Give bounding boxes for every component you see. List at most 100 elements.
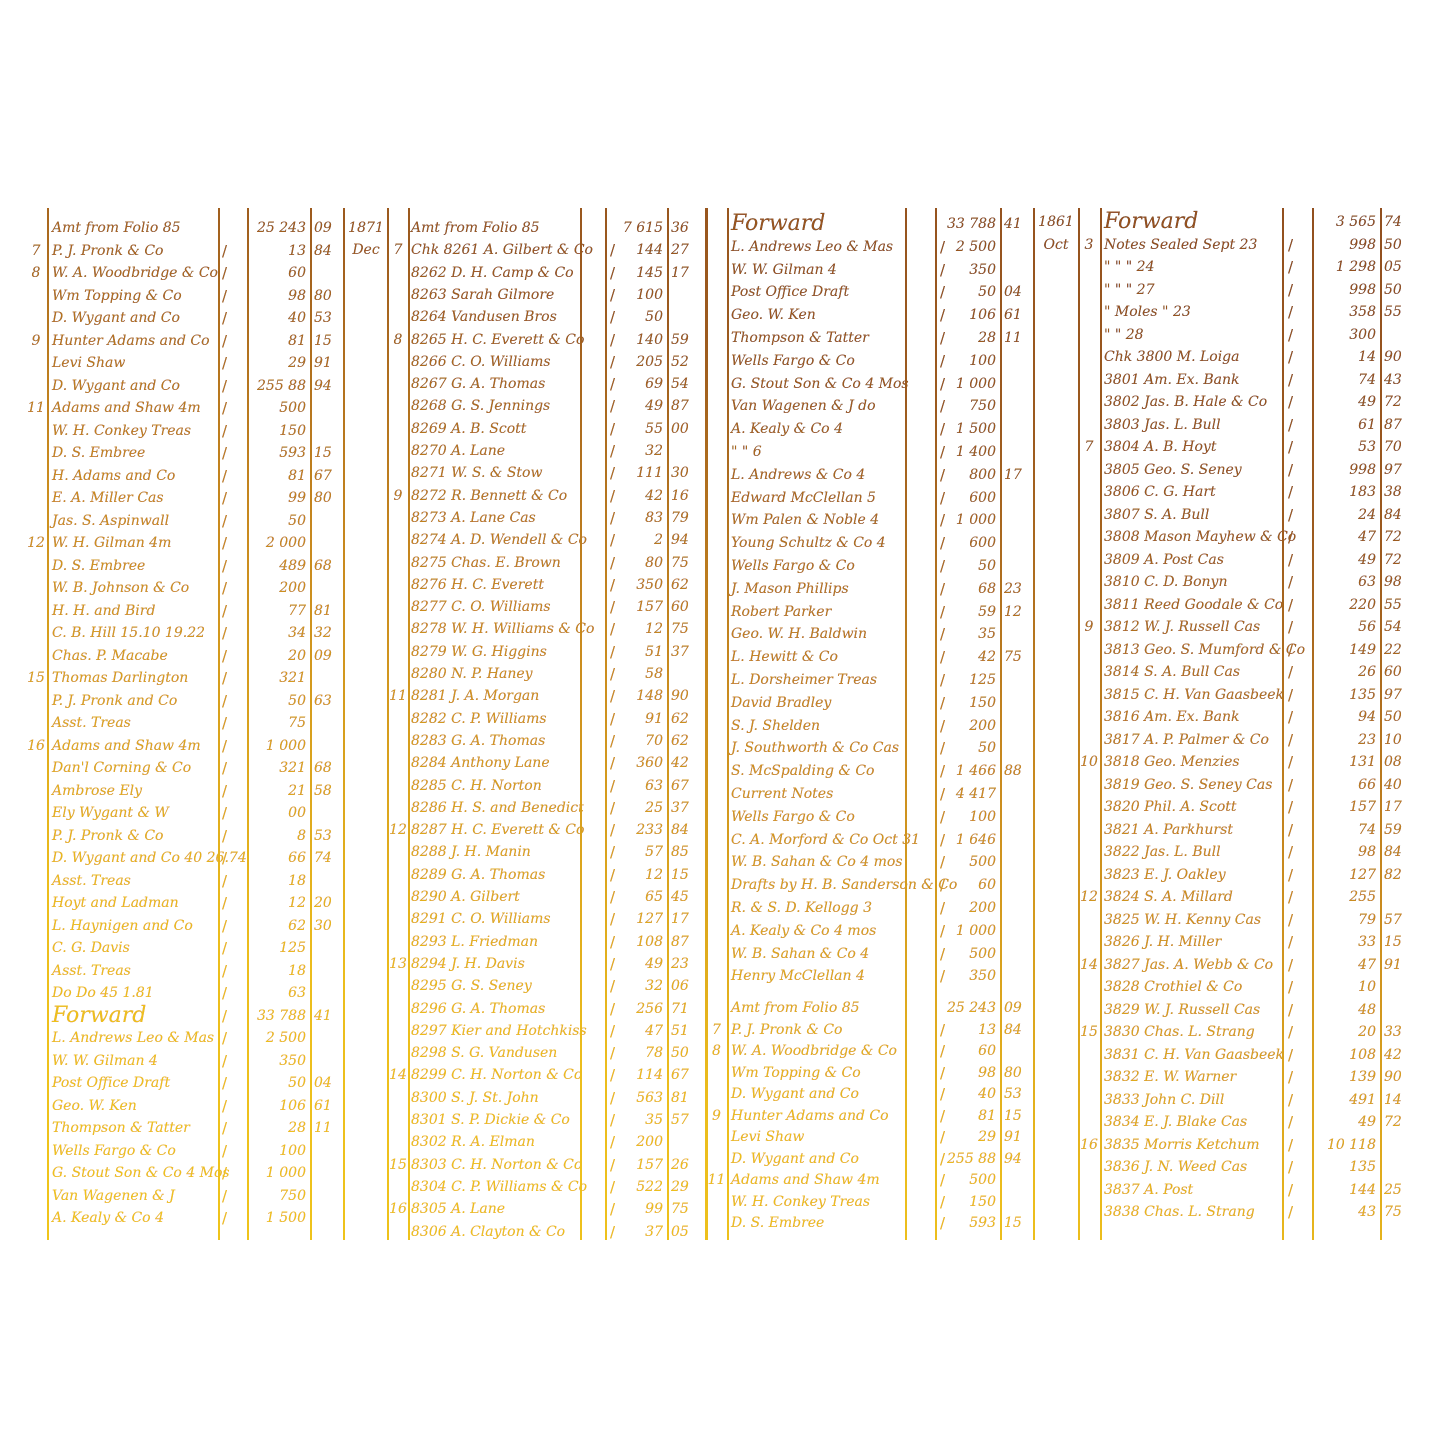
ledger-dollars: 1 000 [265,737,306,754]
ledger-dollars: 77 [288,602,306,619]
check-mark-icon [222,758,227,778]
ledger-dollars: 61 [1358,416,1376,433]
check-mark-icon [1288,640,1293,660]
ledger-entry: W. B. Sahan & Co 4 mos [731,854,903,871]
ledger-cents: 75 [671,1201,689,1218]
ledger-entry: 8280 N. P. Haney [411,666,533,682]
ledger-entry: G. Stout Son & Co 4 Mos [731,375,909,392]
ledger-dollars: 14 [1358,349,1376,365]
ledger-cents: 53 [314,827,332,844]
ledger-entry: S. J. Shelden [731,717,821,734]
check-mark-icon [610,976,615,996]
ledger-dollars: 28 [288,1120,306,1136]
check-mark-icon [940,510,945,530]
check-mark-icon [222,623,227,643]
ledger-dollars: 3 565 [1335,214,1376,230]
ledger-cents: 15 [1004,1215,1022,1231]
check-mark-icon [222,263,227,283]
ledger-day: 8 [393,331,403,348]
ledger-dollars: 66 [288,850,306,866]
ledger-entry: 3831 C. H. Van Gaasbeek [1104,1046,1285,1063]
ledger-entry: 8306 A. Clayton & Co [411,1223,566,1240]
check-mark-icon [1288,1045,1293,1065]
check-mark-icon [1288,887,1293,907]
ledger-entry: 3838 Chas. L. Strang [1104,1204,1255,1220]
ledger-entry: W. A. Woodbridge & Co [731,1043,897,1059]
ledger-entry: Edward McClellan 5 [731,489,876,506]
check-mark-icon [610,330,615,350]
check-mark-icon [610,686,615,706]
ledger-cents: 37 [671,799,689,816]
ledger-cents: 82 [1384,866,1402,883]
ledger-day: 12 [389,822,407,839]
check-mark-icon [1288,1180,1293,1200]
check-mark-icon [1288,977,1293,997]
ledger-entry: 8301 S. P. Dickie & Co [411,1112,570,1128]
ledger-dollars: 34 [288,625,306,641]
ledger-entry: 8265 H. C. Everett & Co [411,331,585,348]
ledger-cents: 30 [314,917,332,934]
ledger-dollars: 125 [279,940,306,956]
check-mark-icon [940,1170,945,1190]
ledger-dollars: 75 [288,715,306,731]
ledger-entry: W. W. Gilman 4 [52,1052,158,1069]
check-mark-icon [222,511,227,531]
ledger-entry: D. Wygant and Co [52,377,180,394]
ledger-entry: 8295 G. S. Seney [411,978,532,995]
check-mark-icon [222,466,227,486]
ledger-entry: 8275 Chas. E. Brown [411,554,561,571]
ledger-entry: Asst. Treas [52,872,131,889]
ledger-dollars: 33 788 [257,1007,306,1024]
ledger-entry: 3801 Am. Ex. Bank [1104,371,1240,388]
check-mark-icon [1288,730,1293,750]
ledger-entry: Hunter Adams and Co [731,1107,889,1124]
ledger-cents: 50 [1384,281,1402,298]
check-mark-icon [940,1192,945,1212]
ledger-entry: 8304 C. P. Williams & Co [411,1178,588,1195]
ledger-cents: 04 [314,1075,332,1091]
ledger-dollars: 63 [1358,574,1376,590]
ledger-entry: 8284 Anthony Lane [411,755,550,772]
ledger-day: 10 [1080,754,1098,770]
ledger-cents: 75 [671,554,689,571]
check-mark-icon [610,664,615,684]
check-mark-icon [610,999,615,1019]
ledger-dollars: 81 [288,332,306,349]
ledger-entry: Levi Shaw [731,1129,805,1145]
ledger-entry: Wells Fargo & Co [731,352,855,369]
ledger-entry: Geo. W. Ken [52,1097,137,1114]
ledger-entry: 3806 C. G. Hart [1104,484,1216,500]
check-mark-icon [940,944,945,964]
ledger-cents: 29 [671,1178,689,1195]
check-mark-icon [1288,1135,1293,1155]
check-mark-icon [1288,1112,1293,1132]
ledger-entry: D. S. Embree [731,1215,825,1231]
ledger-entry: 3804 A. B. Hoyt [1104,439,1217,455]
check-mark-icon [940,305,945,325]
ledger-date: 7 [31,242,41,259]
check-mark-icon [610,1088,615,1108]
ledger-day: 7 [1084,439,1094,455]
ledger-entry: Post Office Draft [52,1075,171,1091]
ledger-cents: 57 [1384,911,1402,928]
ledger-cents: 15 [1384,934,1402,950]
check-mark-icon [940,1063,945,1083]
ledger-cents: 09 [314,647,332,664]
check-mark-icon [610,776,615,796]
ledger-entry: Chk 8261 A. Gilbert & Co [411,242,593,259]
ledger-entry: 8277 C. O. Williams [411,599,551,616]
ledger-entry: 3830 Chas. L. Strang [1104,1024,1255,1040]
check-mark-icon [940,1106,945,1126]
check-mark-icon [222,961,227,981]
check-mark-icon [222,556,227,576]
check-mark-icon [1288,932,1293,952]
ledger-cents: 51 [671,1022,689,1039]
ledger-date: 9 [712,1107,721,1124]
check-mark-icon [610,1155,615,1175]
ledger-dollars: 491 [1349,1091,1376,1108]
check-mark-icon [940,1149,945,1169]
ledger-entry: S. McSpalding & Co [731,763,875,780]
ledger-entry: Wm Topping & Co [731,1064,861,1081]
ledger-entry: Young Schultz & Co 4 [731,535,886,552]
